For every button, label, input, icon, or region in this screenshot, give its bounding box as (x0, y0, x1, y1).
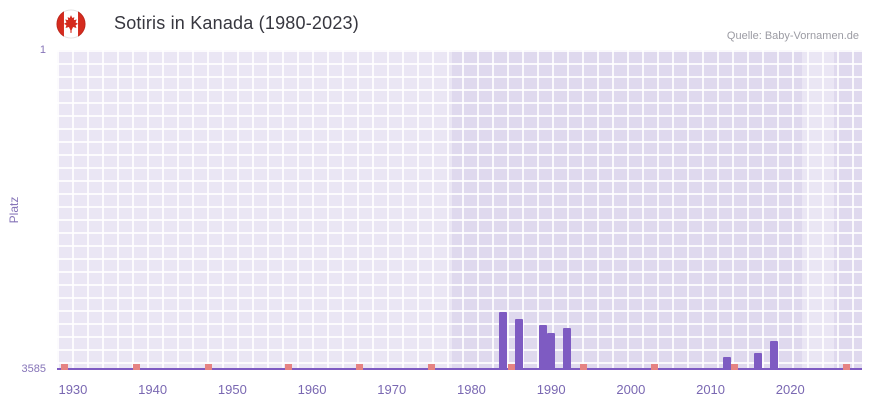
x-tick-1980: 1980 (456, 382, 486, 397)
plot-grid (57, 50, 862, 370)
x-tick-2000: 2000 (616, 382, 646, 397)
plot-area (57, 50, 862, 370)
y-axis-label: Platz (7, 196, 21, 224)
no-data-marker-1929 (61, 364, 69, 370)
plot-markers (57, 50, 862, 370)
bar-2012[interactable] (722, 357, 731, 370)
no-data-marker-1966 (356, 364, 364, 370)
bar-1990[interactable] (547, 332, 556, 370)
no-data-marker-1957 (284, 364, 292, 370)
x-tick-1960: 1960 (297, 382, 327, 397)
chart-title: Sotiris in Kanada (1980-2023) (114, 13, 359, 33)
y-tick-min: 3585 (21, 363, 46, 375)
y-tick-max: 1 (39, 44, 46, 56)
no-data-marker-1994 (579, 364, 587, 370)
no-data-marker-2003 (651, 364, 659, 370)
x-tick-1970: 1970 (377, 382, 407, 397)
x-axis-line (57, 368, 862, 370)
x-tick-1940: 1940 (138, 382, 168, 397)
x-tick-2010: 2010 (696, 382, 726, 397)
x-tick-1950: 1950 (217, 382, 247, 397)
no-data-marker-1947 (204, 364, 212, 370)
x-tick-1930: 1930 (58, 382, 88, 397)
bar-2018[interactable] (770, 341, 779, 370)
no-data-marker-2027 (842, 364, 850, 370)
bar-1992[interactable] (563, 328, 572, 370)
no-data-marker-1938 (133, 364, 141, 370)
source-attribution: Quelle: Baby-Vornamen.de (726, 30, 859, 42)
canada-flag-icon (56, 9, 86, 39)
bar-2016[interactable] (754, 352, 763, 370)
bar-1989[interactable] (539, 324, 548, 370)
no-data-marker-1985 (507, 364, 515, 370)
x-tick-1990: 1990 (536, 382, 566, 397)
bar-1984[interactable] (499, 311, 508, 370)
no-data-marker-1975 (428, 364, 436, 370)
bar-1986[interactable] (515, 318, 524, 370)
no-data-marker-2013 (730, 364, 738, 370)
x-tick-2020: 2020 (775, 382, 805, 397)
plot-bars (57, 50, 862, 370)
